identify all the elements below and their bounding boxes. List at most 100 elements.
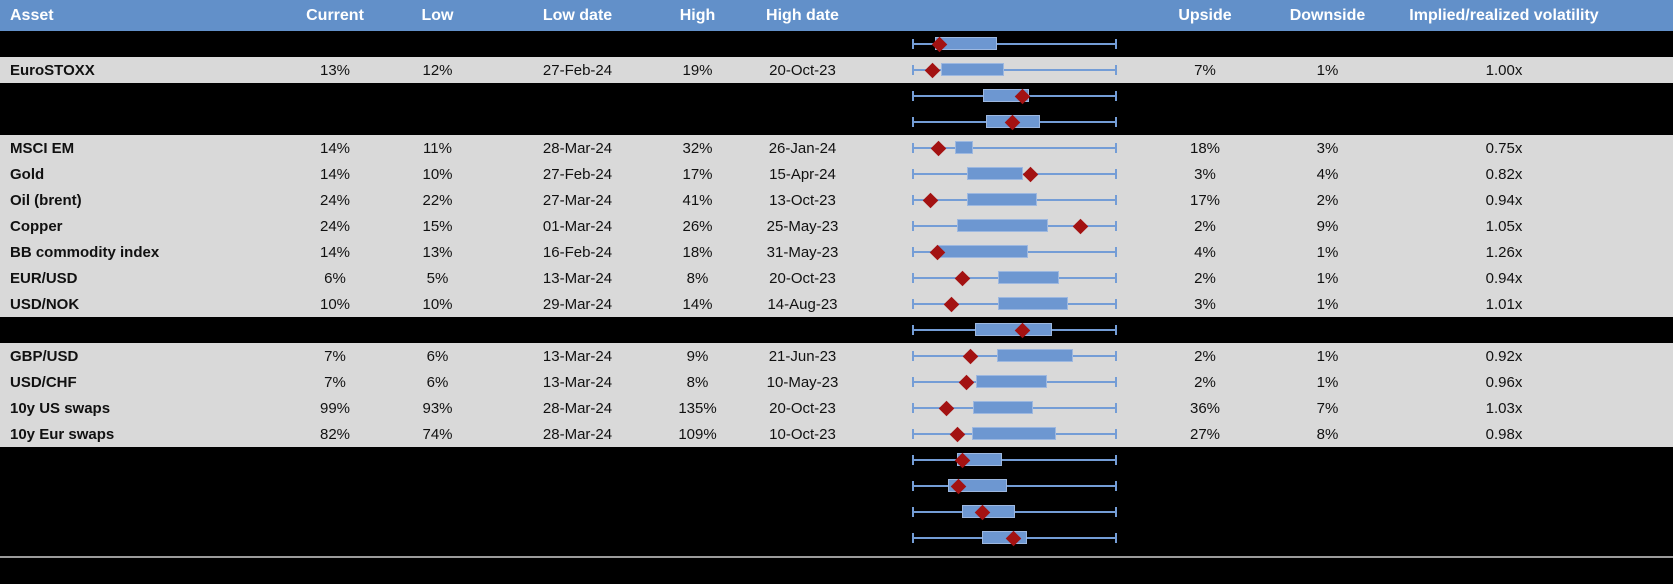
downside-cell[interactable]: 1% <box>1316 295 1339 313</box>
asset-cell[interactable]: Copper <box>10 217 63 235</box>
high-date-cell[interactable]: 10-May-23 <box>766 373 839 391</box>
table-row[interactable]: GBP/USD 7% 6% 13-Mar-24 9% 21-Jun-23 2% … <box>0 343 1673 369</box>
iv-rv-cell[interactable]: 1.05x <box>1485 217 1523 235</box>
asset-cell[interactable]: EUR/USD <box>10 269 78 287</box>
table-row[interactable]: BB commodity index 14% 13% 16-Feb-24 18%… <box>0 239 1673 265</box>
current-cell[interactable]: 24% <box>319 191 351 209</box>
iv-rv-cell[interactable]: 0.75x <box>1485 139 1523 157</box>
current-cell[interactable]: 14% <box>319 139 351 157</box>
high-cell[interactable]: 32% <box>682 139 713 157</box>
table-row[interactable]: 10y Eur swaps 82% 74% 28-Mar-24 109% 10-… <box>0 421 1673 447</box>
high-cell[interactable]: 19% <box>682 61 713 79</box>
asset-cell[interactable]: USD/NOK <box>10 295 80 313</box>
iv-rv-cell[interactable]: 1.01x <box>1485 295 1523 313</box>
high-date-cell[interactable]: 21-Jun-23 <box>768 347 837 365</box>
high-cell[interactable]: 14% <box>682 295 713 313</box>
high-date-cell[interactable]: 20-Oct-23 <box>769 61 836 79</box>
upside-cell[interactable]: 2% <box>1194 347 1216 365</box>
high-cell[interactable]: 9% <box>686 347 709 365</box>
low-cell[interactable]: 93% <box>422 399 453 417</box>
upside-cell[interactable]: 3% <box>1194 165 1216 183</box>
low-date-cell[interactable]: 28-Mar-24 <box>542 399 613 417</box>
low-date-cell[interactable]: 13-Mar-24 <box>542 373 613 391</box>
low-cell[interactable]: 10% <box>422 165 453 183</box>
asset-cell[interactable]: 10y US swaps <box>10 399 111 417</box>
low-date-cell[interactable]: 13-Mar-24 <box>542 269 613 287</box>
iv-rv-cell[interactable]: 1.26x <box>1485 243 1523 261</box>
low-cell[interactable]: 12% <box>422 61 453 79</box>
high-date-cell[interactable]: 14-Aug-23 <box>767 295 838 313</box>
low-date-cell[interactable]: 27-Mar-24 <box>542 191 613 209</box>
downside-cell[interactable]: 7% <box>1316 399 1339 417</box>
table-row[interactable]: 10y US swaps 99% 93% 28-Mar-24 135% 20-O… <box>0 395 1673 421</box>
upside-cell[interactable]: 7% <box>1194 61 1216 79</box>
downside-cell[interactable]: 2% <box>1316 191 1339 209</box>
table-row[interactable]: USD/CHF 7% 6% 13-Mar-24 8% 10-May-23 2% … <box>0 369 1673 395</box>
downside-cell[interactable]: 4% <box>1316 165 1339 183</box>
high-cell[interactable]: 17% <box>682 165 713 183</box>
upside-cell[interactable]: 27% <box>1189 425 1221 443</box>
current-cell[interactable]: 14% <box>319 165 351 183</box>
low-cell[interactable]: 13% <box>422 243 453 261</box>
table-row[interactable]: EuroSTOXX 13% 12% 27-Feb-24 19% 20-Oct-2… <box>0 57 1673 83</box>
table-row[interactable]: Copper 24% 15% 01-Mar-24 26% 25-May-23 2… <box>0 213 1673 239</box>
downside-cell[interactable]: 8% <box>1316 425 1339 443</box>
low-cell[interactable]: 22% <box>422 191 453 209</box>
downside-cell[interactable]: 3% <box>1316 139 1339 157</box>
upside-cell[interactable]: 3% <box>1194 295 1216 313</box>
high-cell[interactable]: 135% <box>678 399 717 417</box>
iv-rv-cell[interactable]: 0.94x <box>1485 269 1523 287</box>
current-cell[interactable]: 14% <box>319 243 351 261</box>
upside-cell[interactable]: 36% <box>1189 399 1221 417</box>
table-row[interactable]: MSCI EM 14% 11% 28-Mar-24 32% 26-Jan-24 … <box>0 135 1673 161</box>
iv-rv-cell[interactable]: 0.82x <box>1485 165 1523 183</box>
current-cell[interactable]: 99% <box>319 399 351 417</box>
high-date-cell[interactable]: 20-Oct-23 <box>769 269 836 287</box>
iv-rv-cell[interactable]: 0.96x <box>1485 373 1523 391</box>
current-cell[interactable]: 10% <box>319 295 351 313</box>
low-cell[interactable]: 10% <box>422 295 453 313</box>
downside-cell[interactable]: 1% <box>1316 61 1339 79</box>
asset-cell[interactable]: MSCI EM <box>10 139 75 157</box>
downside-cell[interactable]: 1% <box>1316 373 1339 391</box>
low-date-cell[interactable]: 01-Mar-24 <box>542 217 613 235</box>
low-cell[interactable]: 11% <box>423 139 452 157</box>
asset-cell[interactable]: BB commodity index <box>10 243 160 261</box>
current-cell[interactable]: 6% <box>324 269 346 287</box>
low-date-cell[interactable]: 27-Feb-24 <box>542 61 613 79</box>
upside-cell[interactable]: 2% <box>1194 373 1216 391</box>
high-date-cell[interactable]: 10-Oct-23 <box>769 425 836 443</box>
low-cell[interactable]: 6% <box>426 347 449 365</box>
low-date-cell[interactable]: 16-Feb-24 <box>542 243 613 261</box>
high-date-cell[interactable]: 31-May-23 <box>766 243 839 261</box>
table-row[interactable]: Gold 14% 10% 27-Feb-24 17% 15-Apr-24 3% … <box>0 161 1673 187</box>
low-cell[interactable]: 6% <box>426 373 449 391</box>
iv-rv-cell[interactable]: 1.00x <box>1485 61 1523 79</box>
table-row[interactable]: USD/NOK 10% 10% 29-Mar-24 14% 14-Aug-23 … <box>0 291 1673 317</box>
asset-cell[interactable]: EuroSTOXX <box>10 61 95 79</box>
high-date-cell[interactable]: 20-Oct-23 <box>769 399 836 417</box>
current-cell[interactable]: 7% <box>324 373 346 391</box>
iv-rv-cell[interactable]: 0.92x <box>1485 347 1523 365</box>
high-cell[interactable]: 8% <box>686 269 709 287</box>
low-date-cell[interactable]: 28-Mar-24 <box>542 425 613 443</box>
downside-cell[interactable]: 1% <box>1316 269 1339 287</box>
low-cell[interactable]: 5% <box>426 269 449 287</box>
high-date-cell[interactable]: 15-Apr-24 <box>769 165 836 183</box>
upside-cell[interactable]: 2% <box>1194 269 1216 287</box>
upside-cell[interactable]: 4% <box>1194 243 1216 261</box>
downside-cell[interactable]: 9% <box>1316 217 1339 235</box>
current-cell[interactable]: 82% <box>319 425 351 443</box>
iv-rv-cell[interactable]: 1.03x <box>1485 399 1523 417</box>
iv-rv-cell[interactable]: 0.94x <box>1485 191 1523 209</box>
low-date-cell[interactable]: 29-Mar-24 <box>542 295 613 313</box>
high-cell[interactable]: 41% <box>682 191 713 209</box>
asset-cell[interactable]: Oil (brent) <box>10 191 82 209</box>
low-cell[interactable]: 74% <box>422 425 453 443</box>
iv-rv-cell[interactable]: 0.98x <box>1485 425 1523 443</box>
asset-cell[interactable]: USD/CHF <box>10 373 77 391</box>
low-cell[interactable]: 15% <box>422 217 453 235</box>
table-row[interactable]: Oil (brent) 24% 22% 27-Mar-24 41% 13-Oct… <box>0 187 1673 213</box>
low-date-cell[interactable]: 28-Mar-24 <box>542 139 613 157</box>
high-cell[interactable]: 109% <box>678 425 717 443</box>
